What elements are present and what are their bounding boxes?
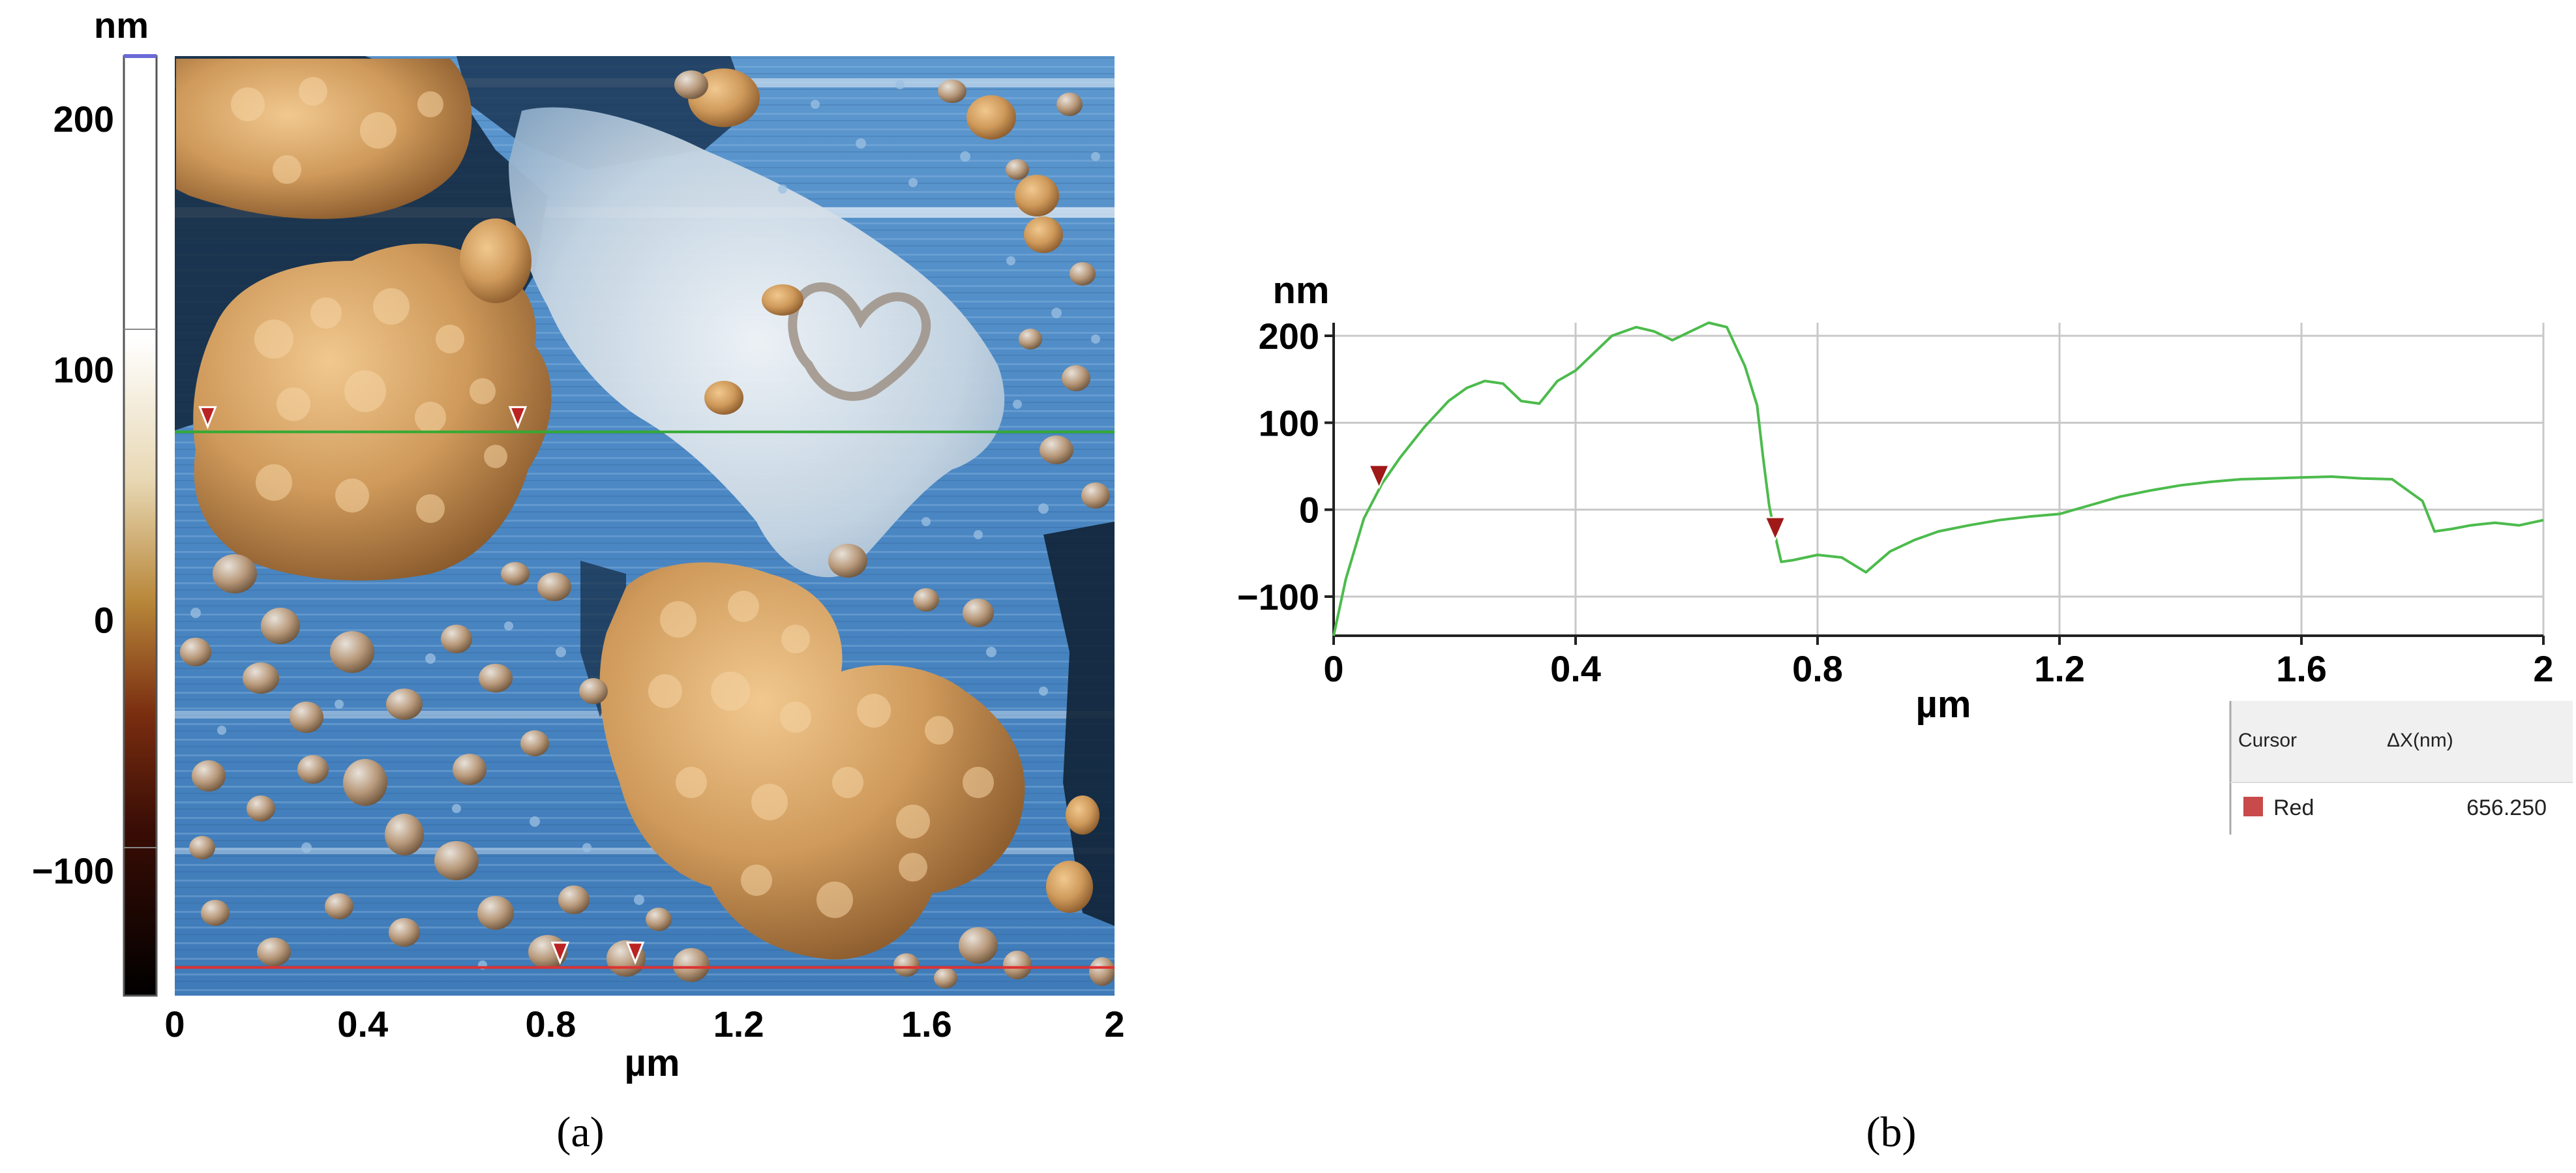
colorbar bbox=[123, 55, 158, 997]
colorbar-tick-label-2: 0 bbox=[94, 600, 114, 641]
profile-x-tick-label-4: 1.6 bbox=[2276, 648, 2327, 689]
height-map-image bbox=[175, 56, 1115, 996]
profile-y-tick-label-1: 100 bbox=[1259, 402, 1319, 443]
profile-x-tick-label-0: 0 bbox=[1323, 648, 1343, 689]
profile-y-tick-label-3: −100 bbox=[1237, 576, 1319, 617]
profile-cursor-markers bbox=[1368, 464, 1786, 542]
colorbar-tick-label-0: 200 bbox=[53, 98, 114, 140]
profile-y-tick-label-0: 200 bbox=[1259, 316, 1319, 357]
cursor-table-red-swatch bbox=[2243, 797, 2263, 816]
cursor-table: Cursor ΔX(nm) Red 656.250 bbox=[2229, 701, 2573, 835]
map-x-tick-label-3: 1.2 bbox=[713, 1003, 764, 1045]
cursor-table-header bbox=[2230, 701, 2573, 782]
map-x-tick-label-5: 2 bbox=[1104, 1003, 1124, 1045]
profile-cursor-marker-1 bbox=[1764, 516, 1786, 542]
scan-streak bbox=[175, 848, 1115, 854]
cursor-table-header-cursor: Cursor bbox=[2238, 730, 2297, 751]
cursor-table-row-value: 656.250 bbox=[2466, 795, 2547, 820]
map-cursor-markers bbox=[198, 406, 645, 965]
profile-x-axis-label: µm bbox=[1916, 683, 1971, 726]
panel-label-b: (b) bbox=[1866, 1108, 1917, 1156]
map-cursor-marker-3 bbox=[625, 942, 645, 965]
colorbar-top-mark bbox=[124, 54, 157, 58]
colorbar-tick-label-1: 100 bbox=[53, 349, 114, 390]
afm-height-map-panel: nm 200 100 0 −100 bbox=[32, 5, 1125, 1156]
tiny-dots bbox=[190, 80, 1100, 970]
map-x-tick-label-1: 0.4 bbox=[337, 1003, 388, 1045]
profile-x-tick-label-2: 0.8 bbox=[1792, 648, 1843, 689]
profile-cursor-marker-0 bbox=[1368, 464, 1390, 490]
map-x-axis-label: µm bbox=[625, 1042, 680, 1084]
map-x-tick-label-2: 0.8 bbox=[525, 1003, 576, 1045]
heart-feature bbox=[788, 282, 931, 401]
colorbar-tick-label-3: −100 bbox=[32, 850, 114, 891]
map-cursor-marker-1 bbox=[508, 406, 528, 430]
map-x-tick-label-4: 1.6 bbox=[901, 1003, 952, 1045]
cursor-table-header-dx: ΔX(nm) bbox=[2387, 730, 2453, 751]
map-x-tick-labels: 0 0.4 0.8 1.2 1.6 2 bbox=[164, 1003, 1124, 1045]
profile-x-tick-label-1: 0.4 bbox=[1550, 648, 1601, 689]
profile-series-line bbox=[1332, 321, 2544, 636]
colorbar-unit-label: nm bbox=[94, 5, 149, 46]
map-cursor-marker-2 bbox=[550, 942, 570, 965]
colorbar-tick-labels: 200 100 0 −100 bbox=[32, 98, 114, 891]
profile-x-tick-label-5: 2 bbox=[2533, 648, 2553, 689]
map-cursor-marker-0 bbox=[198, 406, 217, 430]
cluster-texture bbox=[231, 77, 994, 918]
profile-y-tick-label-2: 0 bbox=[1299, 490, 1319, 531]
profile-y-axis-label: nm bbox=[1273, 269, 1330, 312]
profile-x-tick-label-3: 1.2 bbox=[2034, 648, 2085, 689]
profile-x-tick-labels: 0 0.4 0.8 1.2 1.6 2 bbox=[1323, 636, 2554, 689]
profile-plot-area bbox=[1334, 323, 2543, 636]
panel-label-a: (a) bbox=[556, 1108, 604, 1156]
ridge-region bbox=[509, 107, 1005, 578]
cursor-table-row-label: Red bbox=[2273, 795, 2314, 820]
profile-y-tick-labels: 200 100 0 −100 bbox=[1237, 316, 1334, 617]
map-x-tick-label-0: 0 bbox=[164, 1003, 185, 1045]
profile-grid bbox=[1332, 323, 2545, 636]
